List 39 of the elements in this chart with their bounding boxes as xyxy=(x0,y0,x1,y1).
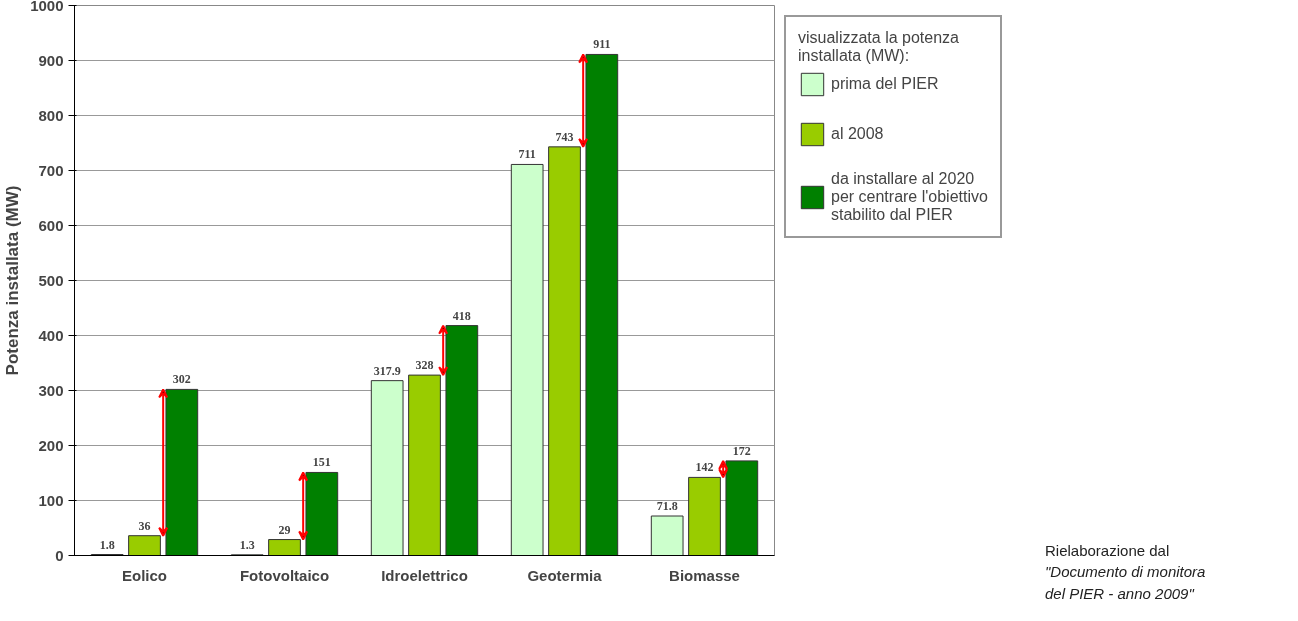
y-tick-label: 800 xyxy=(38,106,64,124)
y-tick-label: 300 xyxy=(38,381,64,399)
text: del PIER - anno 2009" xyxy=(1045,583,1196,604)
data-label: 1.3 xyxy=(239,537,255,552)
y-tick-label: 200 xyxy=(38,436,64,454)
text: "Documento di monitora xyxy=(1045,562,1206,583)
y-tick-label: 400 xyxy=(38,326,64,344)
legend-title: visualizzata la potenza installata (MW): xyxy=(798,29,960,65)
y-tick-label: 900 xyxy=(38,51,64,69)
data-label: 71.8 xyxy=(656,499,678,514)
data-label: 328 xyxy=(415,358,434,373)
y-tick-label: 500 xyxy=(38,271,64,289)
y-tick-label: 0 xyxy=(55,546,64,564)
data-label: 302 xyxy=(172,372,191,387)
data-label: 172 xyxy=(732,443,751,458)
data-label: 142 xyxy=(695,460,714,475)
data-label: 1.8 xyxy=(99,537,115,552)
y-tick-label: 100 xyxy=(38,491,64,509)
x-tick-label: Geotermia xyxy=(527,566,603,584)
x-tick-label: Idroelettrico xyxy=(381,566,468,584)
x-tick-label: Eolico xyxy=(122,566,168,584)
y-tick-label: 1000 xyxy=(30,0,64,14)
data-label: 743 xyxy=(555,129,574,144)
x-tick-label: Biomasse xyxy=(669,566,740,584)
y-tick-label: 600 xyxy=(38,216,64,234)
text: Rielaborazione dal xyxy=(1045,541,1171,561)
data-label: 711 xyxy=(518,147,536,162)
data-label: 36 xyxy=(138,518,151,533)
legend-label: prima del PIER xyxy=(831,75,939,93)
y-tick-label: 700 xyxy=(38,161,64,179)
data-label: 418 xyxy=(452,308,471,323)
legend-label: da installare al 2020 per centrare l'obiettivo stabilito dal PIER xyxy=(831,170,988,224)
data-label: 29 xyxy=(278,522,291,537)
x-tick-label: Fotovoltaico xyxy=(239,566,330,584)
data-label: 911 xyxy=(593,37,611,52)
legend-label: al 2008 xyxy=(831,125,884,143)
y-axis-title: Potenza installata (MW) xyxy=(3,185,23,376)
data-label: 151 xyxy=(312,455,331,470)
data-label: 317.9 xyxy=(373,363,401,378)
